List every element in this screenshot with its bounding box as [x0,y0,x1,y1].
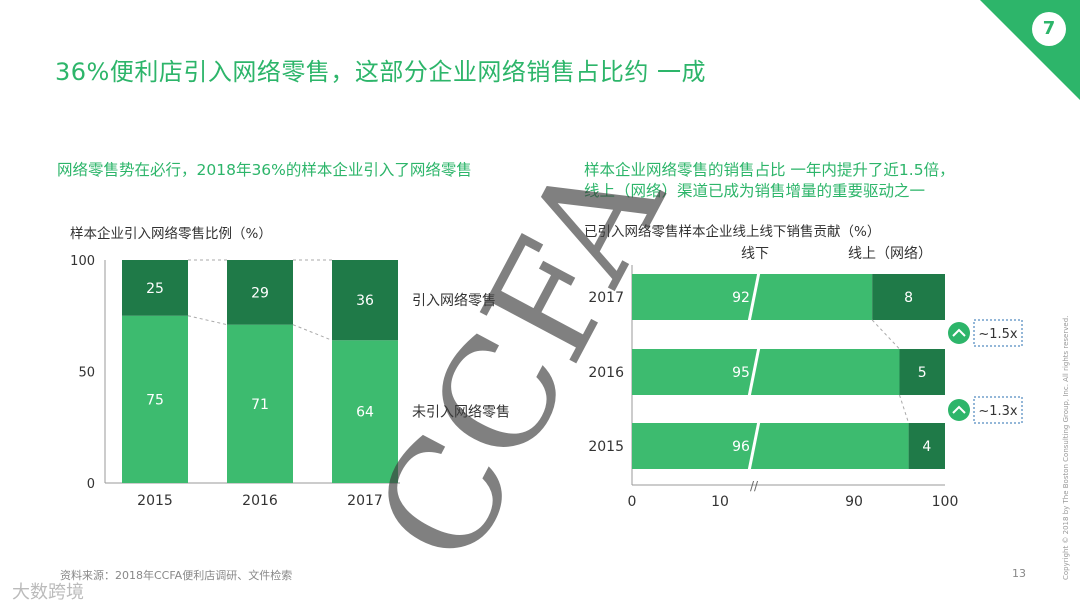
x-tick-label: 2017 [347,493,383,509]
data-label: 8 [904,290,913,306]
x-tick-label: 100 [932,494,959,510]
right-bar-chart: 线下 线上（网络） 92 8 2017 95 5 2016 96 4 2015 // 0 10 90 100 ~… [588,246,1023,510]
bar-online-2015 [908,423,945,469]
right-subhead-line2: 线上（网络）渠道已成为销售增量的重要驱动之一 [584,182,926,200]
bar-offline-2015 [632,423,909,469]
bar-offline-2016 [632,349,900,395]
connector-line [292,324,333,341]
bar-not-online-2015 [122,315,188,483]
chevron-up-icon [952,328,966,337]
annotation-label: ~1.3x [978,404,1018,419]
data-label: 25 [146,281,164,297]
y-tick-label: 2016 [588,365,624,381]
y-tick-label: 0 [87,477,95,492]
bar-online-2016 [227,260,293,325]
left-bar-chart: 0 50 100 75 25 2015 71 29 2016 64 36 2017 引入网络零售未引入网… [70,254,510,509]
data-label: 36 [356,293,374,309]
copyright-note: Copyright © 2018 by The Boston Consultin… [1062,315,1070,580]
up-arrow-icon [948,322,970,344]
axis-break-mark [747,271,761,323]
bar-online-2015 [122,260,188,316]
x-tick-label: 2015 [137,493,173,509]
left-subhead: 网络零售势在必行，2018年36%的样本企业引入了网络零售 [57,161,472,179]
annotation-label: ~1.5x [978,327,1018,342]
series-label: 线上（网络） [848,246,932,262]
axis-break-mark: // [750,479,759,493]
series-label: 引入网络零售 [412,293,496,309]
data-label: 92 [732,290,750,306]
connector-line [871,319,900,350]
data-label: 71 [251,397,269,413]
brand-logo: 大数跨境 [12,582,84,603]
source-note: 资料来源：2018年CCFA便利店调研、文件检索 [60,569,293,582]
axis-break-mark [747,420,761,472]
right-subhead-line1: 样本企业网络零售的销售占比 一年内提升了近1.5倍， [584,161,955,179]
series-label: 未引入网络零售 [412,405,510,421]
page-title: 36%便利店引入网络零售，这部分企业网络销售占比约 一成 [55,58,706,86]
series-label: 线下 [741,246,769,262]
connector-line [187,315,228,326]
right-chart-title: 已引入网络零售样本企业线上线下销售贡献（%） [584,224,881,240]
x-tick-label: 10 [711,494,729,510]
annotation-box [973,319,1023,347]
y-tick-label: 2017 [588,290,624,306]
y-tick-label: 50 [78,366,95,381]
y-tick-label: 2015 [588,439,624,455]
data-label: 96 [732,439,750,455]
bar-online-2017 [332,260,398,341]
data-label: 64 [356,405,374,421]
left-chart-title: 样本企业引入网络零售比例（%） [70,226,272,242]
data-label: 75 [146,392,164,408]
chevron-up-icon [952,405,966,414]
data-label: 29 [251,285,269,301]
x-tick-label: 2016 [242,493,278,509]
up-arrow-icon [948,399,970,421]
axis-break-mark [747,346,761,398]
bar-online-2016 [899,349,945,395]
connector-line [899,394,910,424]
footer-page-number: 13 [1012,567,1026,580]
bar-online-2017 [872,274,945,320]
x-tick-label: 0 [628,494,637,510]
annotation-box [973,396,1023,424]
data-label: 5 [918,365,927,381]
bar-not-online-2016 [227,324,293,483]
y-tick-label: 100 [70,254,95,269]
page-number-badge: 7 [1032,12,1066,46]
x-tick-label: 90 [845,494,863,510]
data-label: 4 [922,439,931,455]
bar-not-online-2017 [332,340,398,483]
data-label: 95 [732,365,750,381]
